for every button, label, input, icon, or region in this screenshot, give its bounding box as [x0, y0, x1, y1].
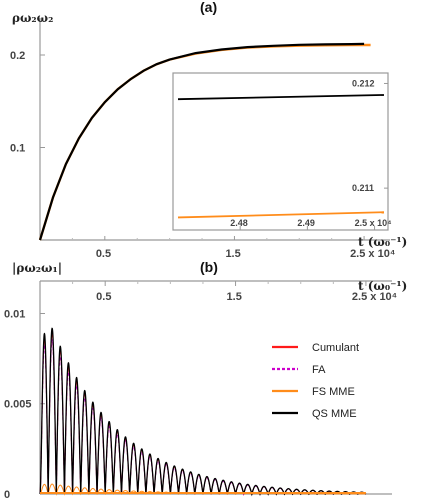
inset-series: [177, 94, 385, 219]
panel-a-series: [38, 42, 371, 241]
inset-series-line: [177, 211, 385, 219]
panel-a-ylabel: ρω₂ω₂: [12, 11, 53, 25]
panel-b: t (ω₀⁻¹) (b) |ρω₂ω₁| 0.5 1.5 2.5 x 10⁴ 0 0.…: [4, 259, 407, 500]
inset-x-ticks: 2.48 2.49 2.5 x 10⁴: [230, 218, 392, 230]
panel-b-ytick-label: 0.01: [4, 308, 25, 320]
legend-label: QS MME: [312, 408, 357, 420]
inset-ytick-label: 0.212: [352, 78, 375, 88]
panel-a-xtick-label: 1.5: [225, 248, 240, 260]
panel-b-y-ticks: 0 0.005 0.01: [4, 308, 45, 500]
panel-b-xtick-label: 0.5: [96, 291, 111, 303]
panel-a-xlabel: t (ω₀⁻¹): [358, 235, 407, 249]
inset-xtick-label: 2.48: [230, 218, 248, 228]
legend-label: Cumulant: [312, 342, 359, 354]
panel-a-xtick-label: 0.5: [96, 248, 111, 260]
inset-ytick-label: 0.211: [352, 183, 374, 193]
panel-b-series: [39, 327, 367, 497]
legend-label: FS MME: [312, 386, 355, 398]
inset-xtick-label: 2.5 x 10⁴: [355, 218, 392, 228]
legend-label: FA: [312, 364, 326, 376]
panel-b-xtick-label: 2.5 x 10⁴: [352, 291, 397, 303]
panel-a-inset: 0.211 0.212 2.48 2.49 2.5 x 10⁴: [172, 72, 392, 231]
panel-b-xtick-label: 1.5: [227, 291, 242, 303]
panel-a: ρω₂ω₂ (a) t (ω₀⁻¹) 0.1 0.2 0.5 1.5 2.5 x 10…: [10, 0, 407, 260]
panel-a-x-ticks: 0.5 1.5 2.5 x 10⁴: [71, 236, 395, 260]
panel-a-ytick-label: 0.1: [10, 143, 25, 155]
panel-a-y-ticks: 0.1 0.2: [10, 50, 45, 155]
panel-a-ytick-label: 0.2: [10, 50, 25, 62]
panel-b-xlabel: t (ω₀⁻¹): [358, 279, 407, 293]
legend: Cumulant FA FS MME QS MME: [272, 342, 359, 420]
panel-b-label: (b): [200, 259, 218, 275]
panel-b-ylabel: |ρω₂ω₁|: [12, 261, 62, 275]
panel-b-ytick-label: 0: [4, 489, 10, 500]
panel-b-ytick-label: 0.005: [4, 399, 32, 411]
panel-a-series-line: [38, 42, 365, 241]
inset-series-line: [177, 94, 385, 101]
inset-xtick-label: 2.49: [297, 218, 315, 228]
panel-a-xtick-label: 2.5 x 10⁴: [350, 248, 395, 260]
inset-y-ticks: 0.211 0.212: [352, 78, 388, 193]
panel-a-label: (a): [200, 0, 217, 15]
panel-b-x-ticks: 0.5 1.5 2.5 x 10⁴: [72, 281, 397, 303]
